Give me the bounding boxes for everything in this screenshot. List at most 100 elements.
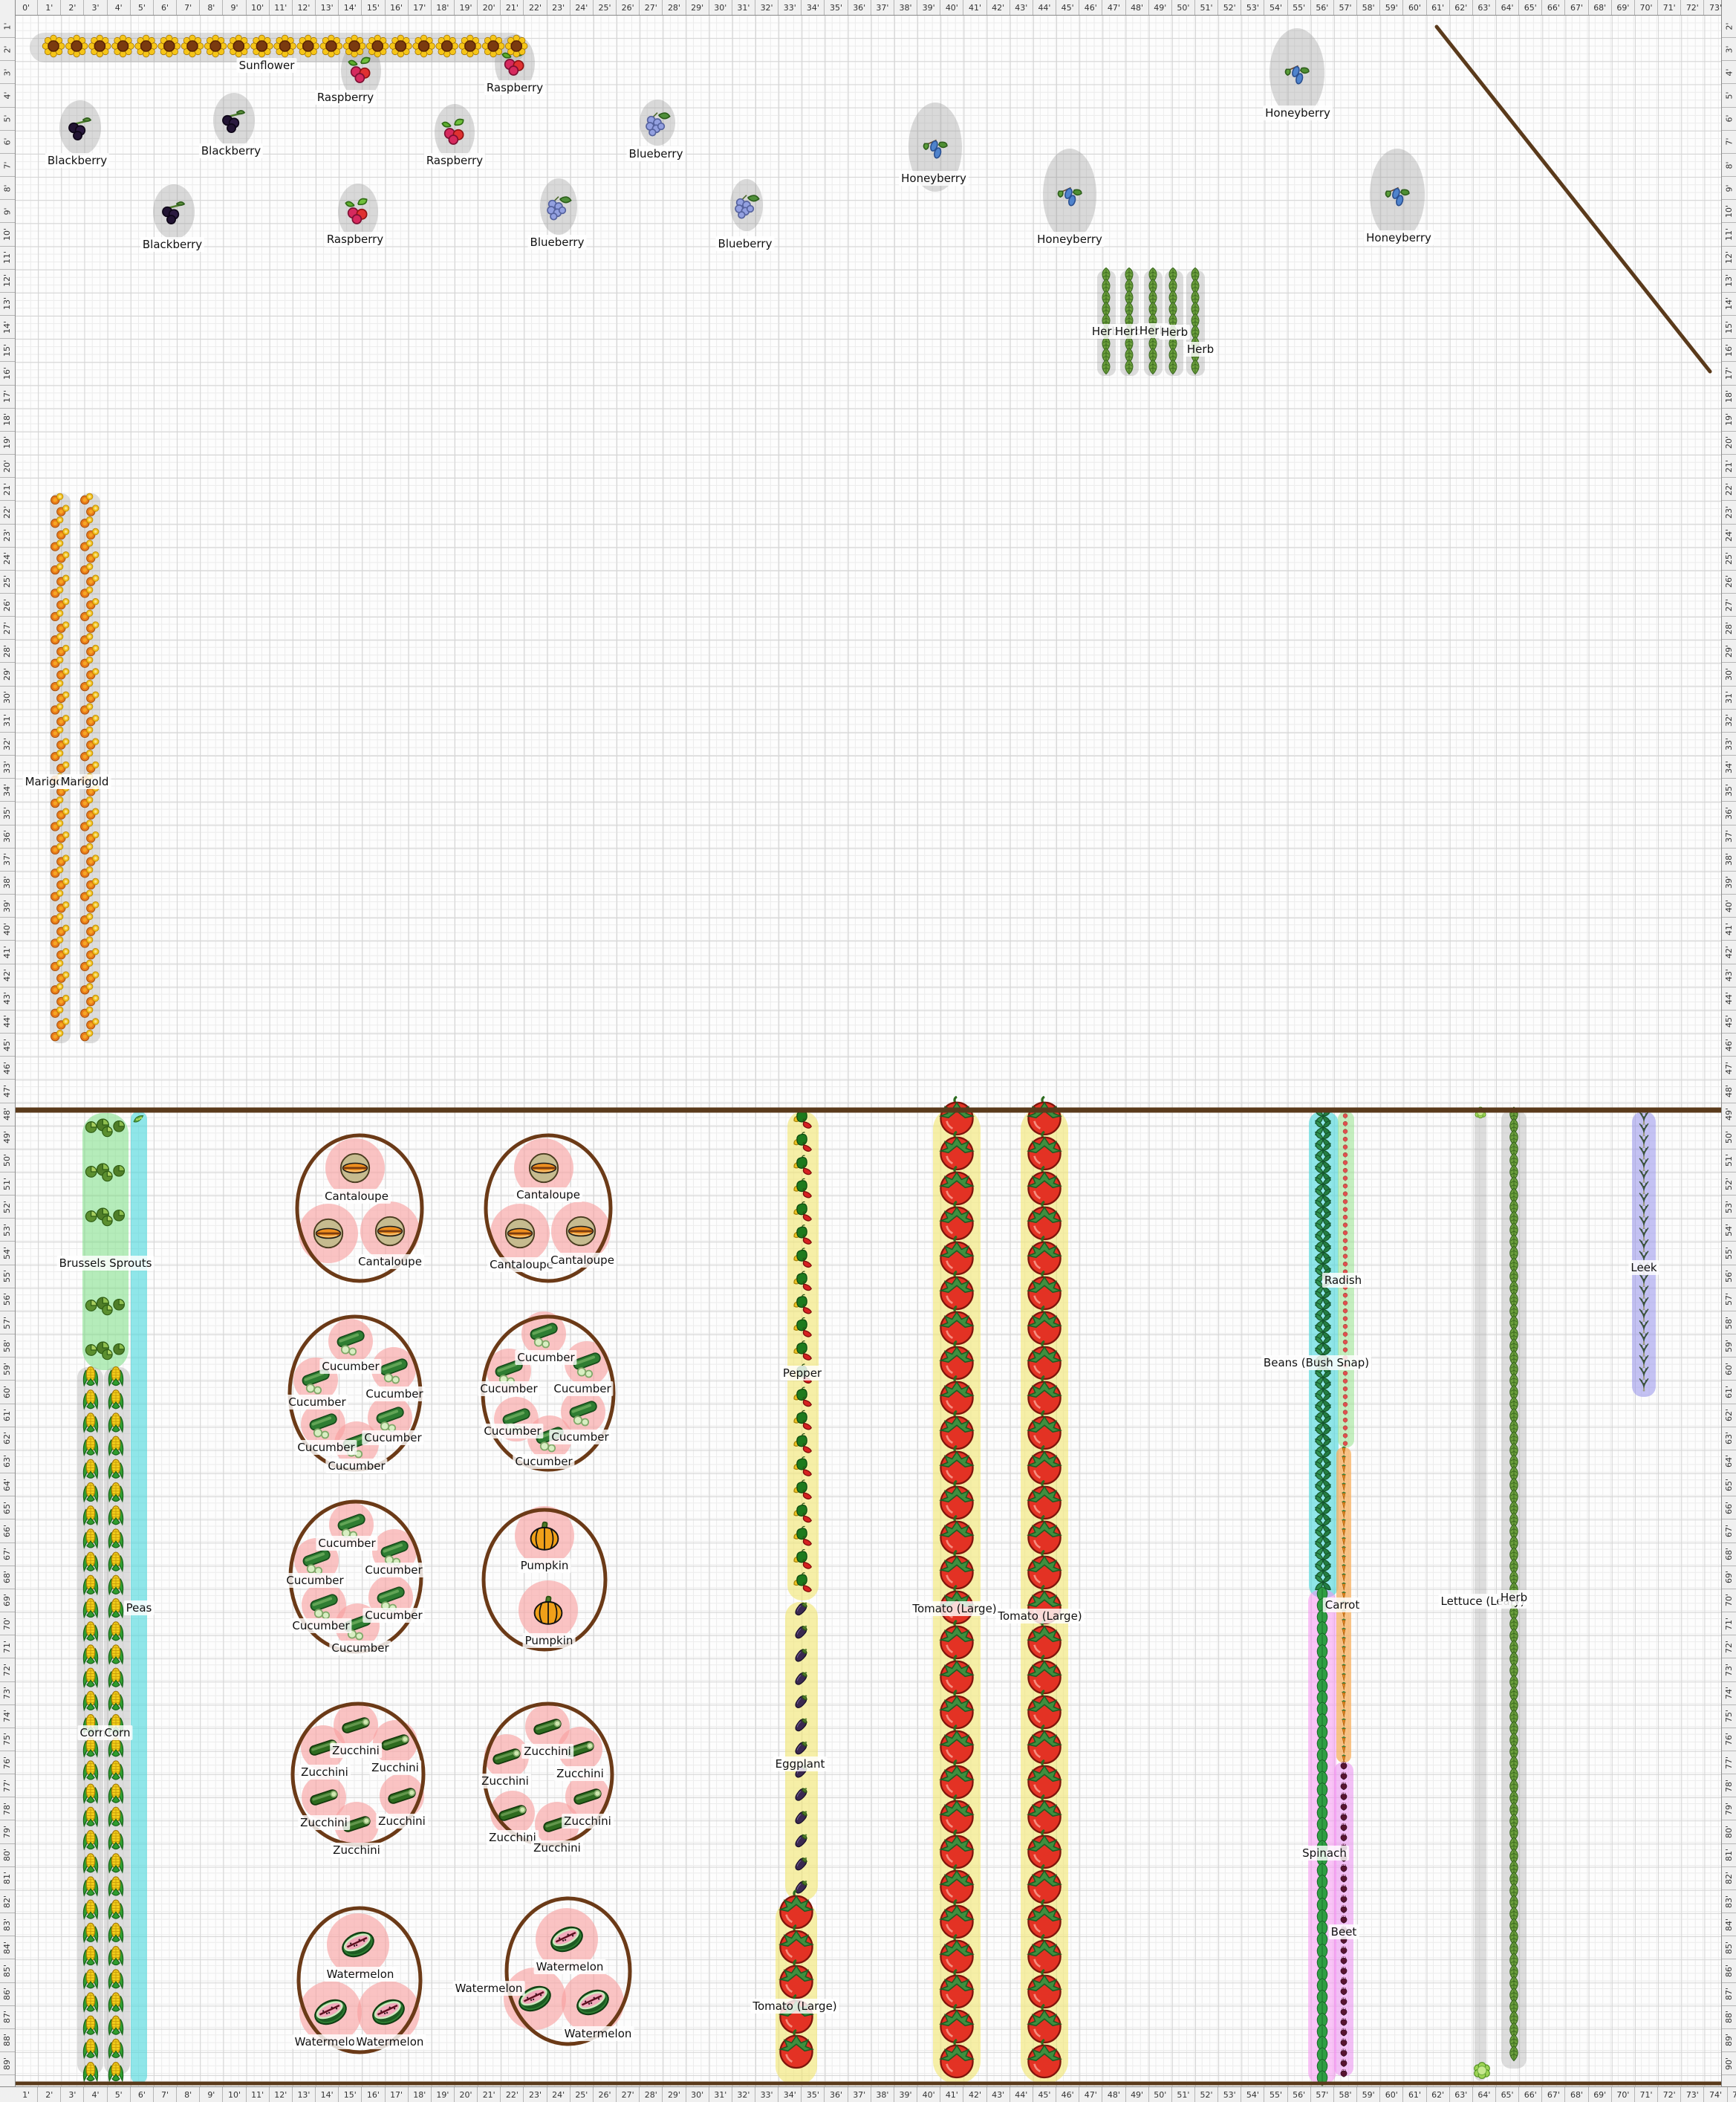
plant-label[interactable]: Blackberry (198, 143, 264, 158)
plant-icon-sunflower[interactable] (42, 34, 65, 58)
plant-label[interactable]: Blackberry (140, 237, 205, 252)
plant-label[interactable]: Raspberry (314, 90, 377, 105)
plant-icon-sunflower[interactable] (481, 34, 505, 58)
plant-label[interactable]: Zucchini (330, 1743, 382, 1758)
plant-label[interactable]: Raspberry (423, 153, 486, 168)
plant-label[interactable]: Corn (102, 1725, 133, 1740)
plant-label[interactable]: Honeyberry (899, 171, 969, 186)
plant-icon-sunflower[interactable] (504, 34, 528, 58)
plant-label[interactable]: Cucumber (329, 1641, 391, 1655)
plant-icon-sunflower[interactable] (458, 34, 482, 58)
plant-label[interactable]: Cucumber (295, 1440, 357, 1455)
plant-label[interactable]: Cantaloupe (487, 1257, 556, 1272)
plant-label[interactable]: Pepper (780, 1366, 825, 1381)
plant-label[interactable]: Zucchini (376, 1814, 428, 1829)
planting-bed-outline[interactable] (481, 1508, 608, 1652)
plant-label[interactable]: Tomato (Large) (995, 1609, 1085, 1623)
plant-label[interactable]: Watermelon (354, 2034, 426, 2049)
plant-label[interactable]: Leek (1628, 1260, 1659, 1275)
plant-label[interactable]: Cantaloupe (514, 1187, 582, 1202)
plant-label[interactable]: Zucchini (479, 1774, 531, 1788)
plant-icon-tomato[interactable] (939, 1096, 975, 1136)
plant-label[interactable]: Brussels Sprouts (56, 1256, 155, 1271)
plant-icon-sunflower[interactable] (65, 34, 88, 58)
plant-label[interactable]: Pumpkin (518, 1558, 571, 1573)
plant-icon-cantaloupe[interactable] (339, 1152, 371, 1184)
plant-label[interactable]: Zucchini (487, 1830, 539, 1845)
plant-label[interactable]: Cucumber (286, 1395, 348, 1410)
plant-icon-lettuce[interactable] (1474, 2062, 1490, 2079)
plant-label[interactable]: Cantaloupe (548, 1253, 617, 1268)
plant-icon-cantaloupe[interactable] (374, 1216, 406, 1247)
plant-label[interactable]: Cucumber (290, 1618, 352, 1633)
plant-label[interactable]: Zucchini (331, 1843, 383, 1858)
plant-label[interactable]: Raspberry (324, 232, 386, 247)
planting-bed-outline[interactable] (504, 1896, 632, 2046)
plant-icon-sunflower[interactable] (204, 34, 227, 58)
plant-label[interactable]: Zucchini (299, 1765, 351, 1780)
plant-icon-sunflower[interactable] (365, 34, 389, 58)
plant-label[interactable]: Cucumber (325, 1459, 388, 1473)
plant-icon-sunflower[interactable] (412, 34, 436, 58)
plant-label[interactable]: Beans (Bush Snap) (1261, 1355, 1372, 1370)
plant-label[interactable]: Beet (1328, 1924, 1359, 1939)
plant-label[interactable]: Spinach (1300, 1846, 1349, 1861)
plant-label[interactable]: Watermelon (292, 2034, 365, 2049)
plant-label[interactable]: Zucchini (554, 1766, 606, 1781)
plant-label[interactable]: Watermelon (452, 1981, 525, 1996)
plant-label[interactable]: Radish (1321, 1273, 1365, 1288)
plant-icon-sunflower[interactable] (88, 34, 111, 58)
plant-label[interactable]: Cucumber (515, 1350, 577, 1365)
planting-bed-outline[interactable] (484, 1133, 613, 1283)
plant-label[interactable]: Cucumber (362, 1430, 424, 1445)
plant-icon-sunflower[interactable] (296, 34, 320, 58)
plant-label[interactable]: Peas (123, 1600, 155, 1615)
plant-label[interactable]: Honeyberry (1364, 230, 1434, 245)
plant-label[interactable]: Cucumber (363, 1563, 425, 1577)
plant-icon-sunflower[interactable] (181, 34, 204, 58)
plant-label[interactable]: Cucumber (549, 1430, 611, 1444)
plant-label[interactable]: Cucumber (363, 1386, 426, 1401)
plant-label[interactable]: Cantaloupe (322, 1189, 391, 1204)
plant-icon-tomato[interactable] (1027, 1096, 1062, 1136)
plant-icon-sunflower[interactable] (134, 34, 158, 58)
plant-label[interactable]: Cucumber (284, 1573, 346, 1588)
planting-bed-outline[interactable] (295, 1133, 424, 1283)
plant-icon-sunflower[interactable] (389, 34, 412, 58)
plant-icon-cantaloupe[interactable] (565, 1216, 596, 1247)
plant-label[interactable]: Raspberry (484, 80, 546, 95)
fence-line[interactable] (1434, 25, 1712, 374)
plant-label[interactable]: Cucumber (513, 1454, 575, 1469)
plant-label[interactable]: Cucumber (316, 1536, 378, 1551)
plant-label[interactable]: Herb (1158, 325, 1191, 340)
plant-label[interactable]: Blueberry (527, 235, 587, 250)
plant-label[interactable]: Zucchini (531, 1840, 583, 1855)
plant-label[interactable]: Pumpkin (522, 1633, 576, 1648)
plant-label[interactable]: Zucchini (369, 1760, 421, 1775)
plant-label[interactable]: Zucchini (521, 1744, 573, 1759)
plant-label[interactable]: Blueberry (715, 236, 775, 251)
plant-icon-sunflower[interactable] (319, 34, 343, 58)
plant-label[interactable]: Cucumber (319, 1359, 382, 1374)
plant-label[interactable]: Cucumber (363, 1608, 425, 1623)
plant-icon-sunflower[interactable] (250, 34, 274, 58)
plant-icon-cantaloupe[interactable] (504, 1218, 536, 1249)
plant-icon-sunflower[interactable] (435, 34, 459, 58)
plant-label[interactable]: Carrot (1322, 1597, 1362, 1612)
plant-icon-sunflower[interactable] (157, 34, 181, 58)
plant-label[interactable]: Watermelon (533, 1959, 606, 1974)
plant-label[interactable]: Cucumber (551, 1381, 614, 1396)
plant-label[interactable]: Herb (1184, 342, 1217, 357)
plant-label[interactable]: Watermelon (562, 2026, 634, 2041)
plant-label[interactable]: Tomato (Large) (750, 1999, 839, 2014)
plant-label[interactable]: Blueberry (626, 146, 686, 161)
plant-icon-sunflower[interactable] (111, 34, 135, 58)
plant-label[interactable]: Sunflower (236, 58, 297, 73)
plant-label[interactable]: Cucumber (478, 1381, 540, 1396)
plant-label[interactable]: Tomato (Large) (910, 1601, 999, 1616)
plant-label[interactable]: Herb (1112, 324, 1145, 339)
planting-bed-outline[interactable] (296, 1906, 423, 2054)
plant-label[interactable]: Honeyberry (1035, 232, 1105, 247)
plant-icon-sunflower[interactable] (227, 34, 250, 58)
plant-label[interactable]: Zucchini (562, 1814, 614, 1829)
